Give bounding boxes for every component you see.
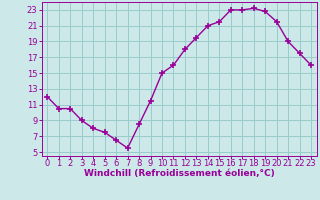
X-axis label: Windchill (Refroidissement éolien,°C): Windchill (Refroidissement éolien,°C) <box>84 169 275 178</box>
